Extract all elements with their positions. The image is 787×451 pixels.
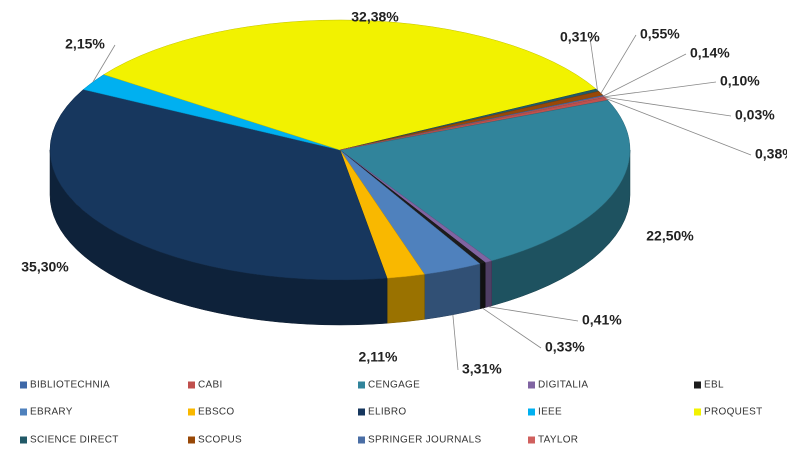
legend: BIBLIOTECHNIA CABI CENGAGE DIGITALIA EBL EBRA…	[20, 380, 763, 446]
data-label: 0,31%	[560, 29, 600, 45]
data-label: 0,41%	[582, 312, 622, 328]
slice-side	[484, 260, 492, 308]
legend-label: DIGITALIA	[538, 380, 588, 391]
legend-label: SCOPUS	[198, 435, 242, 446]
data-label: 2,11%	[359, 349, 398, 365]
data-label: 35,30%	[21, 259, 69, 275]
legend-marker	[188, 436, 195, 444]
legend-marker	[188, 408, 195, 416]
legend-marker	[188, 381, 195, 389]
legend-label: PROQUEST	[704, 407, 763, 418]
legend-label: SCIENCE DIRECT	[30, 435, 119, 446]
legend-marker	[528, 408, 535, 416]
slice-side	[479, 262, 486, 310]
slice-side	[386, 274, 425, 324]
leader-line	[606, 98, 752, 156]
data-label: 32,38%	[351, 9, 399, 25]
leader-line	[604, 81, 717, 98]
legend-label: CENGAGE	[368, 380, 420, 391]
data-label: 22,50%	[646, 228, 694, 244]
slice	[339, 99, 631, 262]
legend-label: CABI	[198, 380, 223, 391]
leader-line	[603, 53, 687, 97]
legend-label: EBSCO	[198, 407, 235, 418]
legend-marker	[358, 436, 365, 444]
leader-line	[452, 314, 459, 371]
leader-line	[482, 307, 542, 349]
pie-tops	[49, 19, 631, 281]
data-label: 0,55%	[640, 26, 680, 42]
legend-label: EBL	[704, 380, 724, 391]
data-label: 2,15%	[65, 36, 105, 52]
slice	[103, 19, 597, 151]
leader-line	[600, 34, 637, 94]
data-label: 0,33%	[545, 339, 585, 355]
data-label: 0,03%	[735, 107, 775, 123]
leader-line	[589, 37, 598, 91]
legend-marker	[358, 381, 365, 389]
legend-label: SPRINGER JOURNALS	[368, 435, 481, 446]
data-label: 0,38%	[755, 146, 787, 162]
leader-line	[604, 96, 732, 117]
legend-marker	[694, 381, 701, 389]
data-label: 3,31%	[462, 361, 502, 377]
legend-marker	[20, 381, 27, 389]
legend-marker	[20, 408, 27, 416]
leader-line	[488, 306, 579, 322]
legend-label: ELIBRO	[368, 407, 406, 418]
legend-label: TAYLOR	[538, 435, 578, 446]
legend-label: IEEE	[538, 407, 562, 418]
legend-marker	[528, 381, 535, 389]
legend-marker	[358, 408, 365, 416]
legend-marker	[694, 408, 701, 416]
legend-label: BIBLIOTECHNIA	[30, 380, 110, 391]
legend-marker	[528, 436, 535, 444]
legend-marker	[20, 436, 27, 444]
leader-line	[92, 44, 116, 83]
data-label: 0,10%	[720, 73, 760, 89]
data-label: 0,14%	[690, 45, 730, 61]
slice	[49, 89, 388, 281]
legend-label: EBRARY	[30, 407, 73, 418]
